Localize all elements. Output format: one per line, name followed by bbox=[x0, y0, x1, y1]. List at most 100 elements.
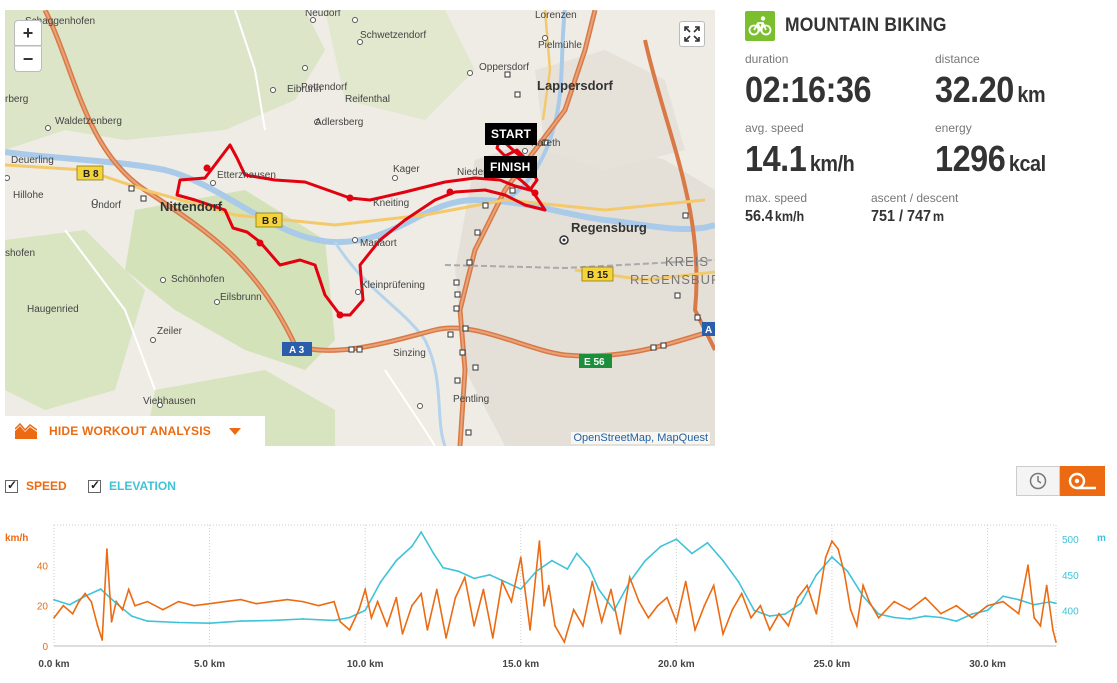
time-axis-button[interactable] bbox=[1016, 466, 1060, 496]
speed-point bbox=[712, 584, 715, 587]
hide-workout-analysis-toggle[interactable]: HIDE WORKOUT ANALYSIS bbox=[5, 416, 265, 446]
speed-point bbox=[110, 620, 113, 623]
elevation-point bbox=[644, 559, 647, 562]
speed-point bbox=[445, 637, 447, 639]
speed-point bbox=[426, 628, 429, 631]
elevation-checkbox[interactable]: ELEVATION bbox=[88, 478, 176, 493]
elevation-point bbox=[504, 581, 507, 583]
speed-checkbox[interactable]: SPEED bbox=[5, 478, 67, 493]
elevation-point bbox=[908, 618, 911, 620]
max-speed-unit: km/h bbox=[774, 208, 805, 224]
speed-point bbox=[563, 641, 566, 643]
duration-label: duration bbox=[745, 52, 789, 66]
elevation-point bbox=[420, 531, 423, 534]
y-right-tick-label: 400 bbox=[1062, 606, 1079, 617]
road-badge: A 3 bbox=[289, 345, 305, 356]
duration-stat: duration 02:16:36 bbox=[745, 52, 885, 111]
place-label: REGENSBURG bbox=[630, 272, 715, 287]
elevation-points bbox=[53, 531, 1057, 625]
place-label: Schönhofen bbox=[171, 274, 224, 285]
place-label: Sinzing bbox=[393, 348, 426, 359]
speed-point bbox=[582, 624, 584, 627]
speed-point bbox=[177, 600, 180, 603]
speed-point bbox=[1017, 612, 1020, 615]
place-label: Adlersberg bbox=[315, 117, 363, 128]
speed-point bbox=[722, 633, 724, 635]
distance-unit: km bbox=[1017, 82, 1046, 107]
elevation-point bbox=[432, 552, 435, 555]
speed-point bbox=[759, 604, 762, 607]
y-left-tick-label: 40 bbox=[37, 561, 49, 572]
speed-point bbox=[529, 628, 532, 631]
elevation-point bbox=[597, 588, 600, 590]
speed-checkbox-label: SPEED bbox=[26, 479, 67, 493]
speed-point bbox=[939, 612, 942, 615]
elevation-point bbox=[348, 616, 351, 619]
sport-name: MOUNTAIN BIKING bbox=[785, 15, 947, 36]
expand-icon bbox=[684, 26, 700, 42]
distance-axis-button[interactable] bbox=[1060, 466, 1105, 496]
elevation-point bbox=[1048, 600, 1051, 603]
speed-point bbox=[491, 637, 494, 639]
speed-point bbox=[849, 608, 852, 611]
speed-point bbox=[666, 596, 668, 599]
speed-point bbox=[90, 600, 93, 603]
elevation-point bbox=[395, 559, 398, 562]
avg-speed-unit: km/h bbox=[809, 151, 855, 176]
speed-point bbox=[435, 588, 438, 591]
start-flag: START bbox=[485, 123, 538, 145]
speed-point bbox=[778, 612, 780, 615]
zoom-in-button[interactable]: + bbox=[14, 20, 42, 46]
speed-point bbox=[410, 604, 413, 607]
route-map[interactable]: Schaggenhofen Neudorf Lorenzen Schwetzen… bbox=[5, 10, 715, 446]
speed-point bbox=[843, 572, 846, 575]
speed-point bbox=[270, 600, 273, 603]
elevation-point bbox=[613, 609, 616, 612]
elevation-point bbox=[115, 602, 118, 605]
speed-point bbox=[908, 608, 911, 611]
speed-point bbox=[115, 600, 118, 603]
speed-point bbox=[62, 604, 65, 607]
elevation-point bbox=[955, 620, 958, 622]
speed-point bbox=[519, 556, 522, 559]
y-left-unit: km/h bbox=[5, 533, 28, 544]
road-badge: B 8 bbox=[83, 169, 99, 180]
elevation-point bbox=[442, 566, 444, 569]
elevation-point bbox=[364, 609, 367, 612]
fullscreen-button[interactable] bbox=[679, 21, 705, 47]
y-right-tick-labels: 400 450 500 bbox=[1062, 535, 1079, 617]
speed-point bbox=[193, 604, 195, 607]
elevation-point bbox=[410, 545, 413, 548]
elevation-point bbox=[53, 598, 55, 601]
zoom-out-button[interactable]: − bbox=[14, 46, 42, 72]
speed-checkbox-box[interactable] bbox=[5, 478, 18, 493]
elevation-point bbox=[457, 570, 460, 573]
place-label: Lorenzen bbox=[535, 10, 577, 21]
speed-point bbox=[339, 620, 342, 623]
energy-label: energy bbox=[935, 121, 972, 135]
place-label: Haugenried bbox=[27, 304, 79, 315]
speed-point bbox=[638, 600, 640, 603]
map-tiles bbox=[5, 10, 715, 446]
x-tick-label: 5.0 km bbox=[194, 659, 225, 670]
place-label: KREIS bbox=[665, 254, 709, 269]
speed-point bbox=[768, 628, 771, 631]
elevation-point bbox=[877, 613, 880, 615]
distance-stat: distance 32.20 km bbox=[935, 52, 1057, 111]
speed-point bbox=[924, 596, 927, 599]
elevation-checkbox-box[interactable] bbox=[88, 478, 101, 493]
place-label: Kareth bbox=[531, 138, 560, 149]
place-label: Oppersdorf bbox=[479, 62, 529, 73]
elevation-point bbox=[924, 615, 927, 618]
workout-stats: MOUNTAIN BIKING duration 02:16:36 distan… bbox=[745, 10, 1110, 225]
speed-point bbox=[731, 608, 734, 611]
energy-value: 1296 bbox=[935, 138, 1006, 179]
elevation-point bbox=[519, 588, 522, 590]
ascent-descent-stat: ascent / descent 751 / 747 m bbox=[871, 191, 958, 226]
speed-point bbox=[1039, 624, 1042, 627]
map-attribution[interactable]: OpenStreetMap, MapQuest bbox=[571, 432, 710, 444]
place-label: Pielmühle bbox=[538, 40, 582, 51]
speed-point bbox=[628, 576, 631, 579]
x-tick-label: 30.0 km bbox=[969, 659, 1006, 670]
ascent-descent-value: 751 / 747 bbox=[871, 208, 932, 225]
